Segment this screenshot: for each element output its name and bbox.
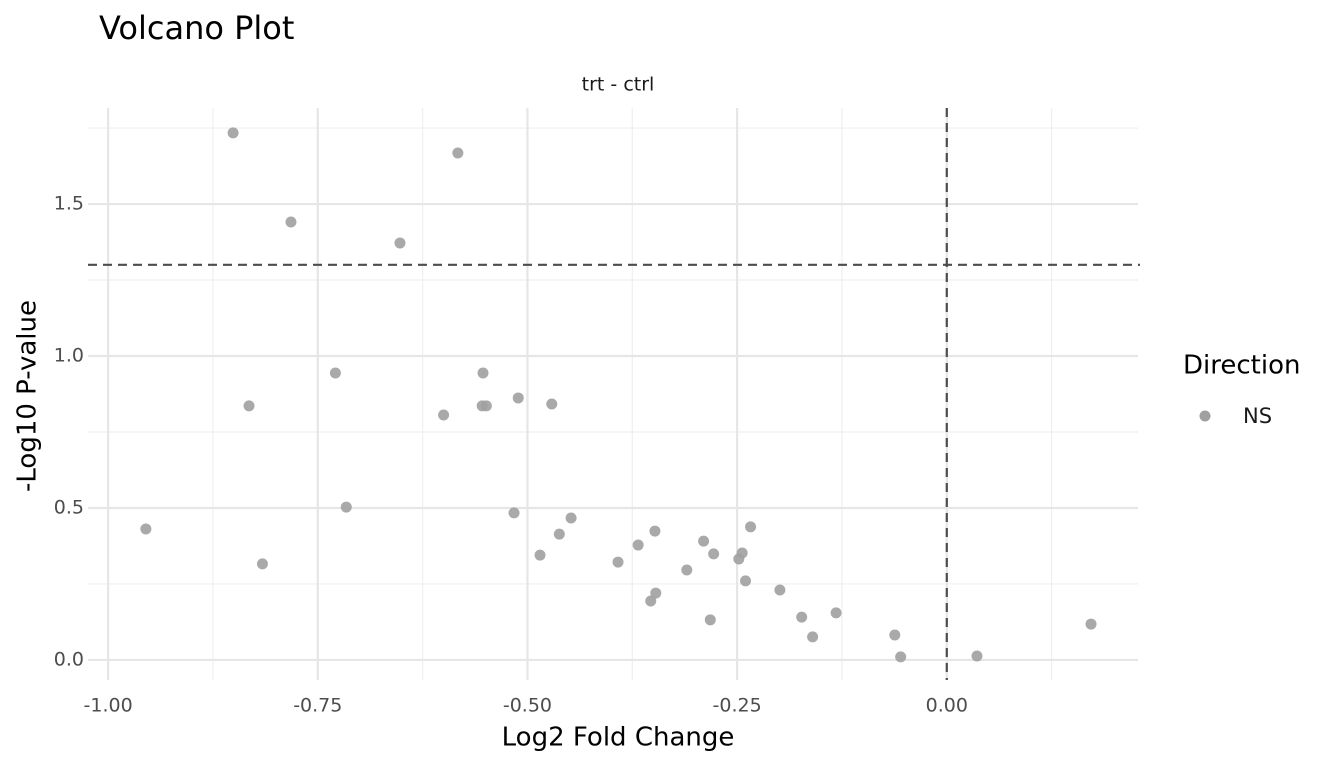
point	[438, 409, 450, 421]
x-tick-label: -1.00	[84, 695, 133, 717]
point	[452, 147, 464, 159]
facet-label: trt - ctrl	[582, 74, 655, 96]
legend-marker	[1199, 410, 1211, 422]
point	[256, 558, 268, 570]
point	[807, 631, 819, 643]
x-tick-label: -0.75	[293, 695, 342, 717]
point	[612, 556, 624, 568]
point	[740, 575, 752, 587]
point	[830, 607, 842, 619]
y-tick-label: 1.5	[54, 193, 84, 215]
point	[512, 392, 524, 404]
chart-title: Volcano Plot	[99, 9, 294, 47]
point	[553, 528, 565, 540]
x-tick-label: -0.50	[503, 695, 552, 717]
y-axis-title: -Log10 P-value	[13, 300, 43, 492]
point	[681, 564, 693, 576]
point	[329, 367, 341, 379]
point	[774, 584, 786, 596]
point	[508, 507, 520, 519]
legend-title: Direction	[1183, 351, 1300, 381]
point	[632, 539, 644, 551]
y-tick-label: 0.5	[54, 496, 84, 518]
point	[704, 614, 716, 626]
point	[285, 216, 297, 228]
point	[534, 549, 546, 561]
point	[243, 400, 255, 412]
point	[546, 398, 558, 410]
point	[394, 237, 406, 249]
point	[650, 587, 662, 599]
point	[736, 547, 748, 559]
point	[971, 650, 983, 662]
x-tick-label: 0.00	[926, 695, 968, 717]
point	[649, 525, 661, 537]
point	[796, 611, 808, 623]
point	[140, 523, 152, 535]
y-tick-label: 1.0	[54, 345, 84, 367]
point	[477, 367, 489, 379]
point	[340, 501, 352, 513]
point	[698, 535, 710, 547]
point	[227, 127, 239, 139]
point	[745, 521, 757, 533]
legend-label: NS	[1243, 404, 1272, 428]
x-tick-label: -0.25	[713, 695, 762, 717]
point	[889, 629, 901, 641]
point	[565, 512, 577, 524]
x-axis-title: Log2 Fold Change	[502, 723, 735, 753]
point	[708, 548, 720, 560]
y-tick-label: 0.0	[54, 648, 84, 670]
point	[480, 400, 492, 412]
point	[1085, 618, 1097, 630]
point	[645, 595, 657, 607]
point	[895, 651, 907, 663]
